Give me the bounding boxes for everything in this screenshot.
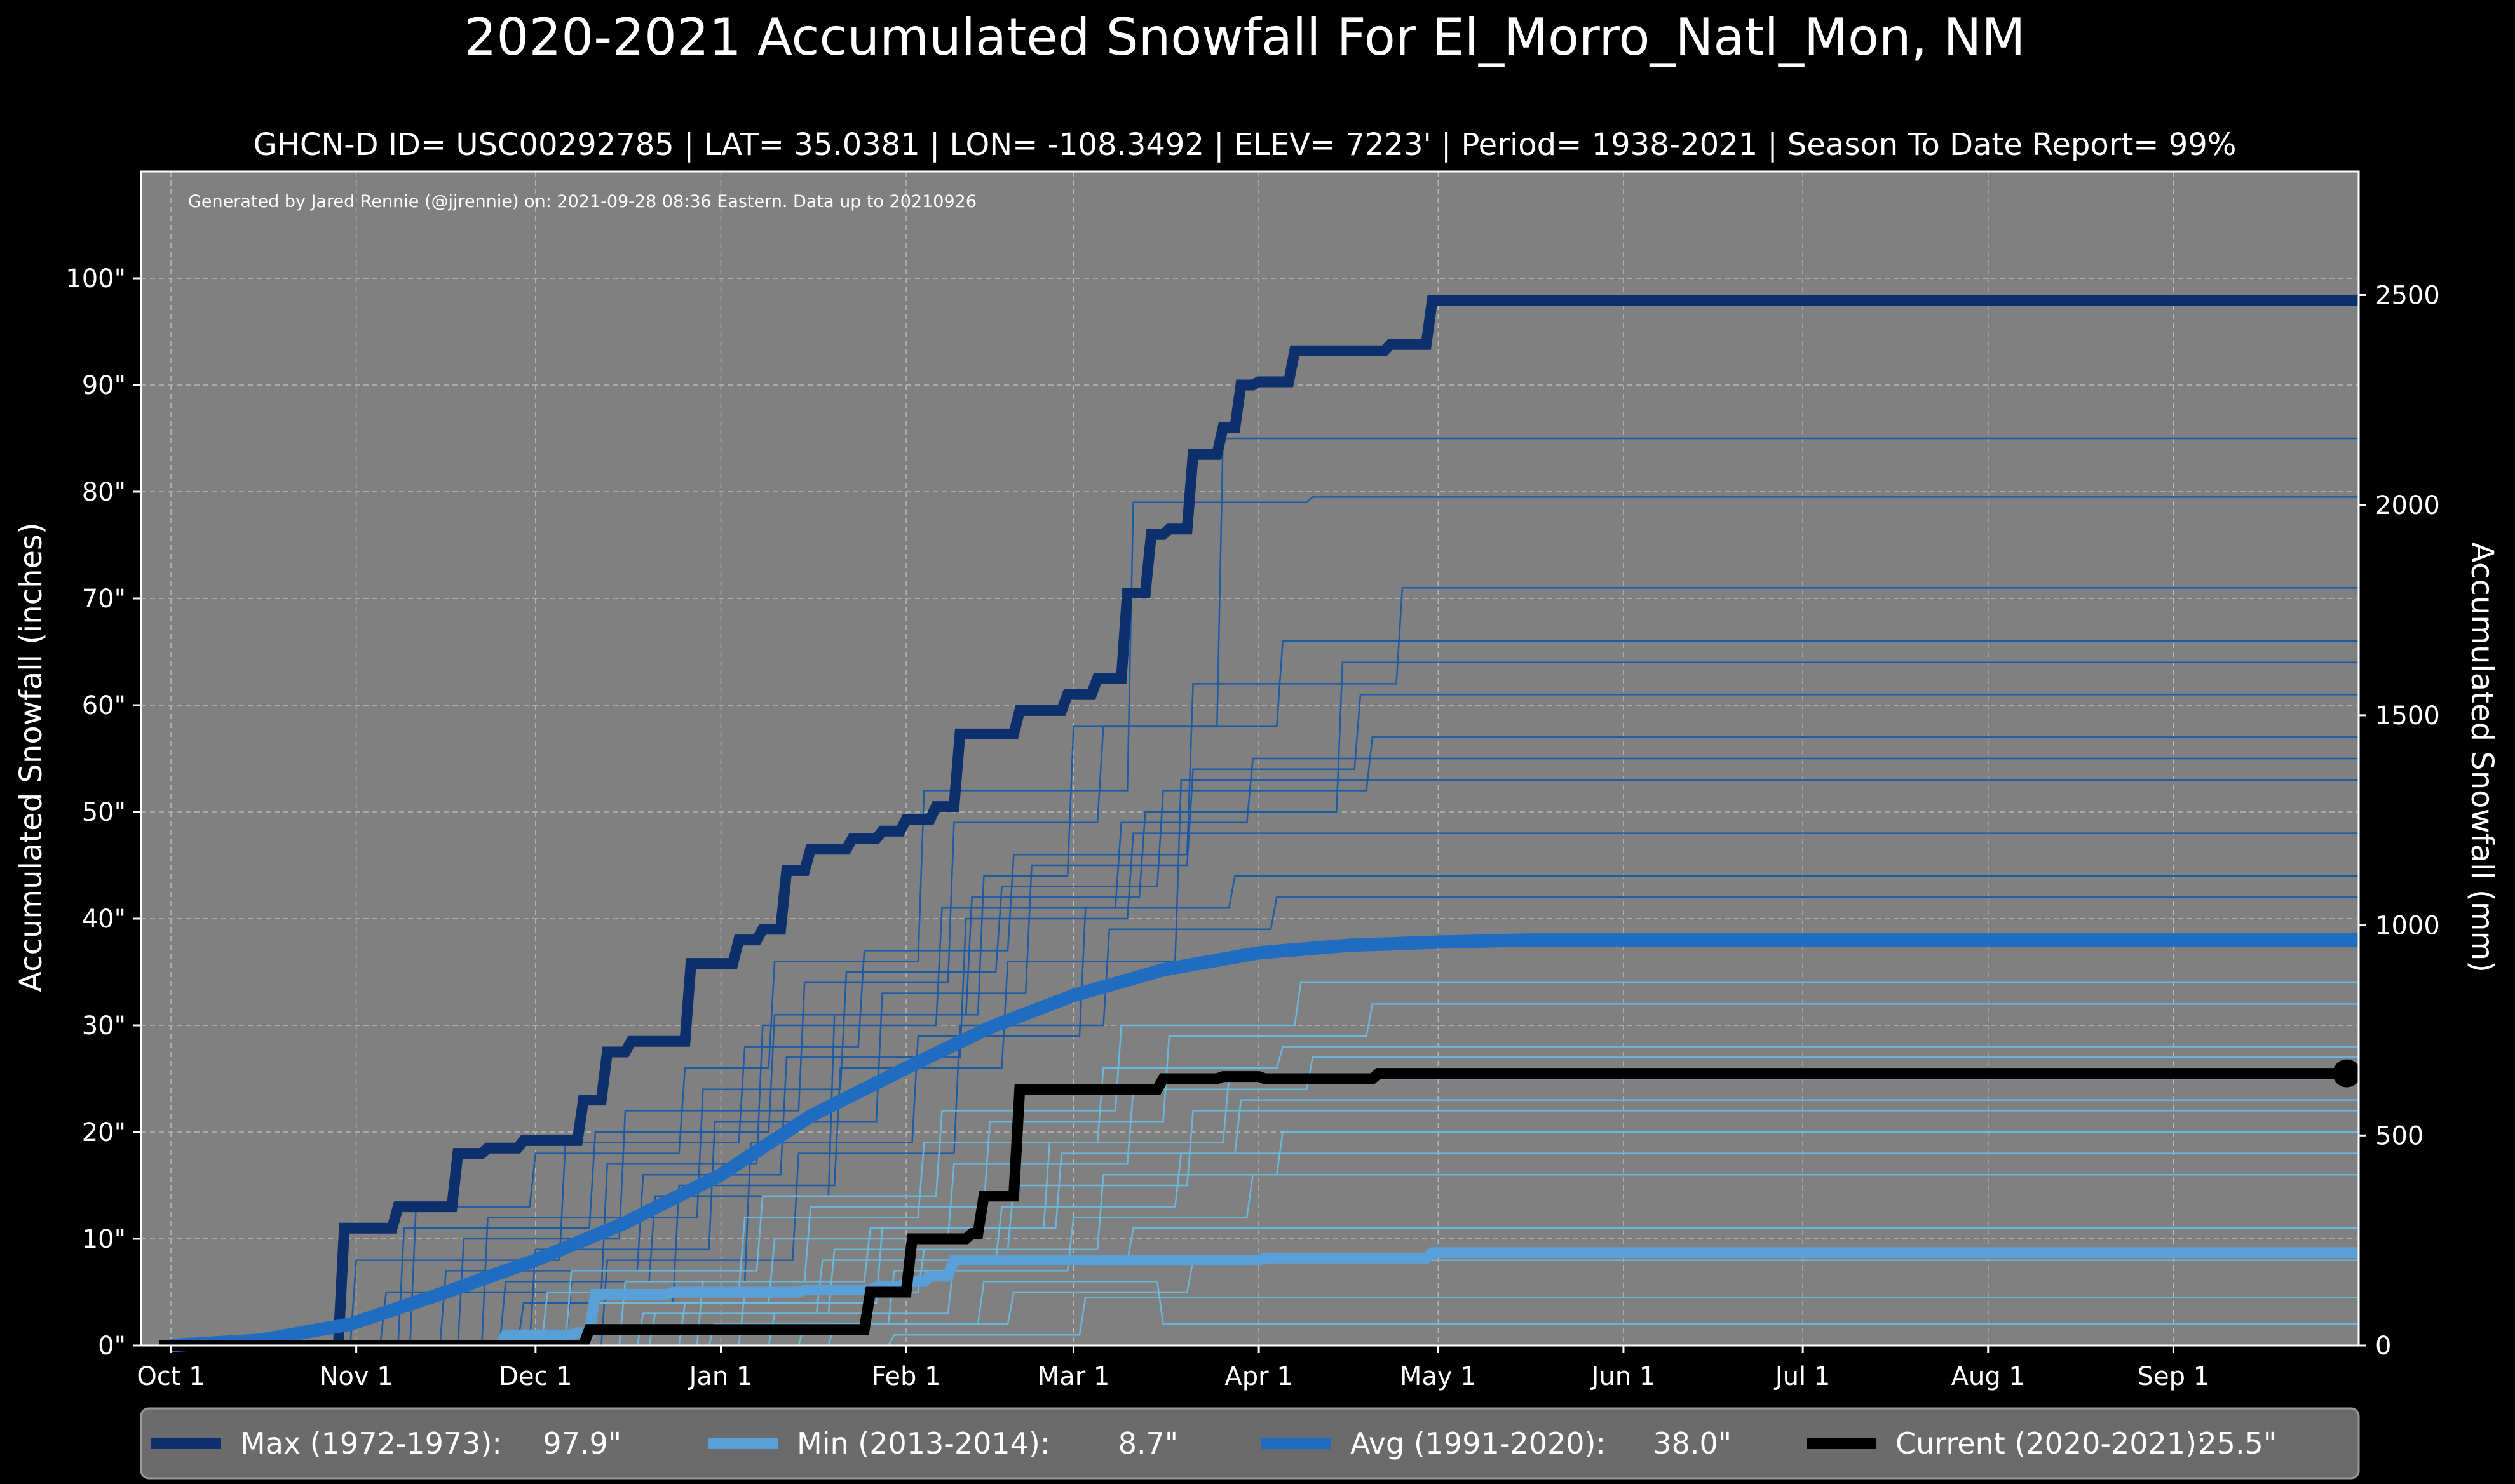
y-right-tick-label-1: 500 [2375,1121,2423,1150]
legend-item-max: Max (1972-1973): 97.9" [151,1426,621,1460]
legend-item-min: Min (2013-2014): 8.7" [708,1426,1178,1460]
legend-items: Max (1972-1973): 97.9" Min (2013-2014): 8.7… [151,1426,2277,1460]
x-tick-label-3: Jan 1 [688,1362,753,1391]
x-tick-label-9: Jul 1 [1773,1362,1830,1391]
x-tick-label-1: Nov 1 [320,1362,393,1391]
historical-season-7 [480,736,2359,1346]
x-axis-ticks: Oct 1 Nov 1 Dec 1 Jan 1 Feb 1 Mar 1 Apr 1 May 1… [137,1346,2209,1391]
y-tick-label-1: 10" [82,1225,126,1254]
legend-label-max: Max (1972-1973): [240,1426,502,1460]
historical-season-19 [564,981,2359,1346]
plot-frame [140,170,2360,1347]
historical-season-0 [409,496,2359,1346]
legend-label-min: Min (2013-2014): [797,1426,1050,1460]
y-tick-label-3: 30" [82,1011,126,1041]
y-axis-left-ticks: 0" 10" 20" 30" 40" 50" 60" 70" 80" 90" 100" [65,264,141,1361]
x-tick-label-7: May 1 [1400,1362,1477,1391]
historical-season-18 [678,1099,2359,1346]
y-tick-label-7: 70" [82,584,126,614]
y-tick-label-4: 40" [82,905,126,934]
historical-season-10 [600,896,2359,1346]
credit-text: Generated by Jared Rennie (@jjrennie) on… [188,192,977,212]
series-line-avg [170,933,2359,1352]
y-tick-label-0: 0" [98,1332,126,1361]
chart-subtitle: GHCN-D ID= USC00292785 | LAT= 35.0381 | … [254,127,2237,163]
x-tick-label-10: Aug 1 [1951,1362,2025,1391]
legend-total-current: 25.5" [2198,1426,2277,1460]
legend: Max (1972-1973): 97.9" Min (2013-2014): 8.7… [140,1407,2360,1480]
series-line-current [159,1068,2347,1351]
historical-season-3 [457,640,2359,1346]
y-axis-label-left: Accumulated Snowfall (inches) [13,522,49,992]
y-tick-label-6: 60" [82,691,126,720]
y-axis-label-right: Accumulated Snowfall (mm) [2464,542,2500,973]
x-tick-label-5: Mar 1 [1038,1362,1110,1391]
x-tick-label-11: Sep 1 [2138,1362,2210,1391]
x-tick-label-8: Jun 1 [1590,1362,1656,1391]
chart-title: 2020-2021 Accumulated Snowfall For El_Mo… [464,8,2026,67]
y-tick-label-10: 100" [65,264,126,293]
legend-item-avg: Avg (1991-2020): 38.0" [1261,1426,1732,1460]
historical-season-5 [529,693,2359,1346]
legend-label-current: Current (2020-2021): [1895,1426,2207,1460]
y-tick-label-8: 80" [82,478,126,507]
historical-season-22 [887,1297,2359,1346]
legend-frame [140,1407,2360,1480]
x-tick-label-6: Apr 1 [1224,1362,1292,1391]
historical-season-2 [349,586,2359,1346]
y-axis-right-ticks: 0 500 1000 1500 2000 2500 [2359,281,2440,1361]
legend-item-current: Current (2020-2021):25.5" [1807,1426,2277,1460]
highlight-series-lines [159,295,2361,1352]
series-line-max [159,295,2359,1351]
y-right-tick-label-2: 1000 [2375,912,2440,941]
y-right-tick-label-4: 2000 [2375,491,2440,520]
y-tick-label-5: 50" [82,798,126,827]
x-tick-label-4: Feb 1 [872,1362,941,1391]
legend-total-max: 97.9" [543,1426,621,1460]
y-right-tick-label-5: 2500 [2375,281,2440,310]
x-tick-label-2: Dec 1 [499,1362,573,1391]
y-right-tick-label-0: 0 [2375,1332,2391,1361]
legend-label-avg: Avg (1991-2020): [1350,1426,1606,1460]
x-tick-label-0: Oct 1 [137,1362,205,1391]
y-tick-label-9: 90" [82,371,126,400]
legend-total-avg: 38.0" [1653,1426,1732,1460]
historical-season-24 [696,1077,2359,1346]
current-endpoint-marker [2333,1059,2361,1088]
legend-total-min: 8.7" [1118,1426,1178,1460]
y-tick-label-2: 20" [82,1118,126,1147]
historical-season-9 [397,661,2359,1346]
y-right-tick-label-3: 1500 [2375,701,2440,731]
